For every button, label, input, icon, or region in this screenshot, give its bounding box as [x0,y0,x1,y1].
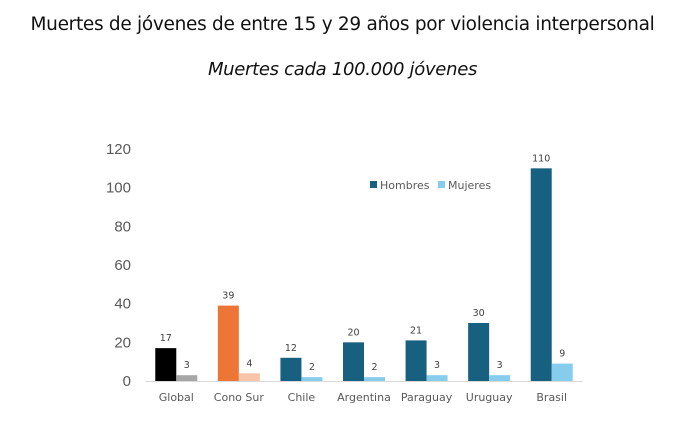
data-label: 12 [285,343,297,354]
data-label: 3 [434,360,440,371]
data-label: 4 [246,358,252,369]
bar-mujeres-argentina [364,377,385,381]
bar-mujeres-paraguay [426,375,448,381]
legend-label-mujeres: Mujeres [448,179,491,192]
data-label: 30 [473,308,485,319]
bars [155,168,573,381]
y-tick-label: 100 [106,180,131,197]
bar-hombres-chile [280,357,302,381]
y-tick-label: 60 [114,257,131,274]
bar-hombres-argentina [343,342,364,381]
y-axis: 0 20 40 60 80 100 120 [106,141,131,390]
bar-hombres-global [155,348,177,381]
bar-hombres-paraguay [405,340,427,381]
legend-swatch-mujeres [438,181,445,188]
data-label: 2 [309,362,315,373]
x-tick-label: Uruguay [466,391,513,404]
x-tick-label: Argentina [337,391,391,404]
legend-swatch-hombres [370,181,377,188]
y-tick-label: 20 [114,334,131,351]
bar-hombres-uruguay [468,323,490,381]
x-tick-label: Cono Sur [214,391,265,404]
data-label: 21 [410,325,422,336]
x-tick-label: Chile [288,391,316,404]
bar-mujeres-brasil [551,363,573,381]
data-label: 17 [160,333,172,344]
data-label: 20 [347,327,359,338]
bar-hombres-brasil [530,168,552,381]
y-tick-label: 120 [106,141,131,158]
data-label: 39 [222,291,234,302]
legend-label-hombres: Hombres [380,179,430,192]
chart-title: Muertes de jóvenes de entre 15 y 29 años… [30,14,655,35]
bar-hombres-cono-sur [217,305,239,381]
data-label: 3 [184,360,190,371]
bar-mujeres-global [176,375,198,381]
x-tick-label: Global [159,391,194,404]
data-label: 9 [559,349,565,360]
x-axis: Global Cono Sur Chile Argentina Paraguay Urug… [159,391,567,404]
bar-mujeres-uruguay [489,375,511,381]
legend: Hombres Mujeres [370,179,491,192]
x-tick-label: Brasil [536,391,567,404]
bar-mujeres-cono-sur [238,373,260,381]
y-tick-label: 40 [114,296,131,313]
y-tick-label: 80 [114,218,131,235]
bar-mujeres-chile [301,377,323,381]
chart-subtitle: Muertes cada 100.000 jóvenes [207,59,478,80]
x-tick-label: Paraguay [401,391,453,404]
data-label: 3 [497,360,503,371]
data-label: 2 [371,362,377,373]
y-tick-label: 0 [123,373,131,390]
data-label: 110 [532,153,550,164]
data-labels: 17 3 39 4 12 2 20 2 21 3 30 3 110 9 [160,153,565,373]
